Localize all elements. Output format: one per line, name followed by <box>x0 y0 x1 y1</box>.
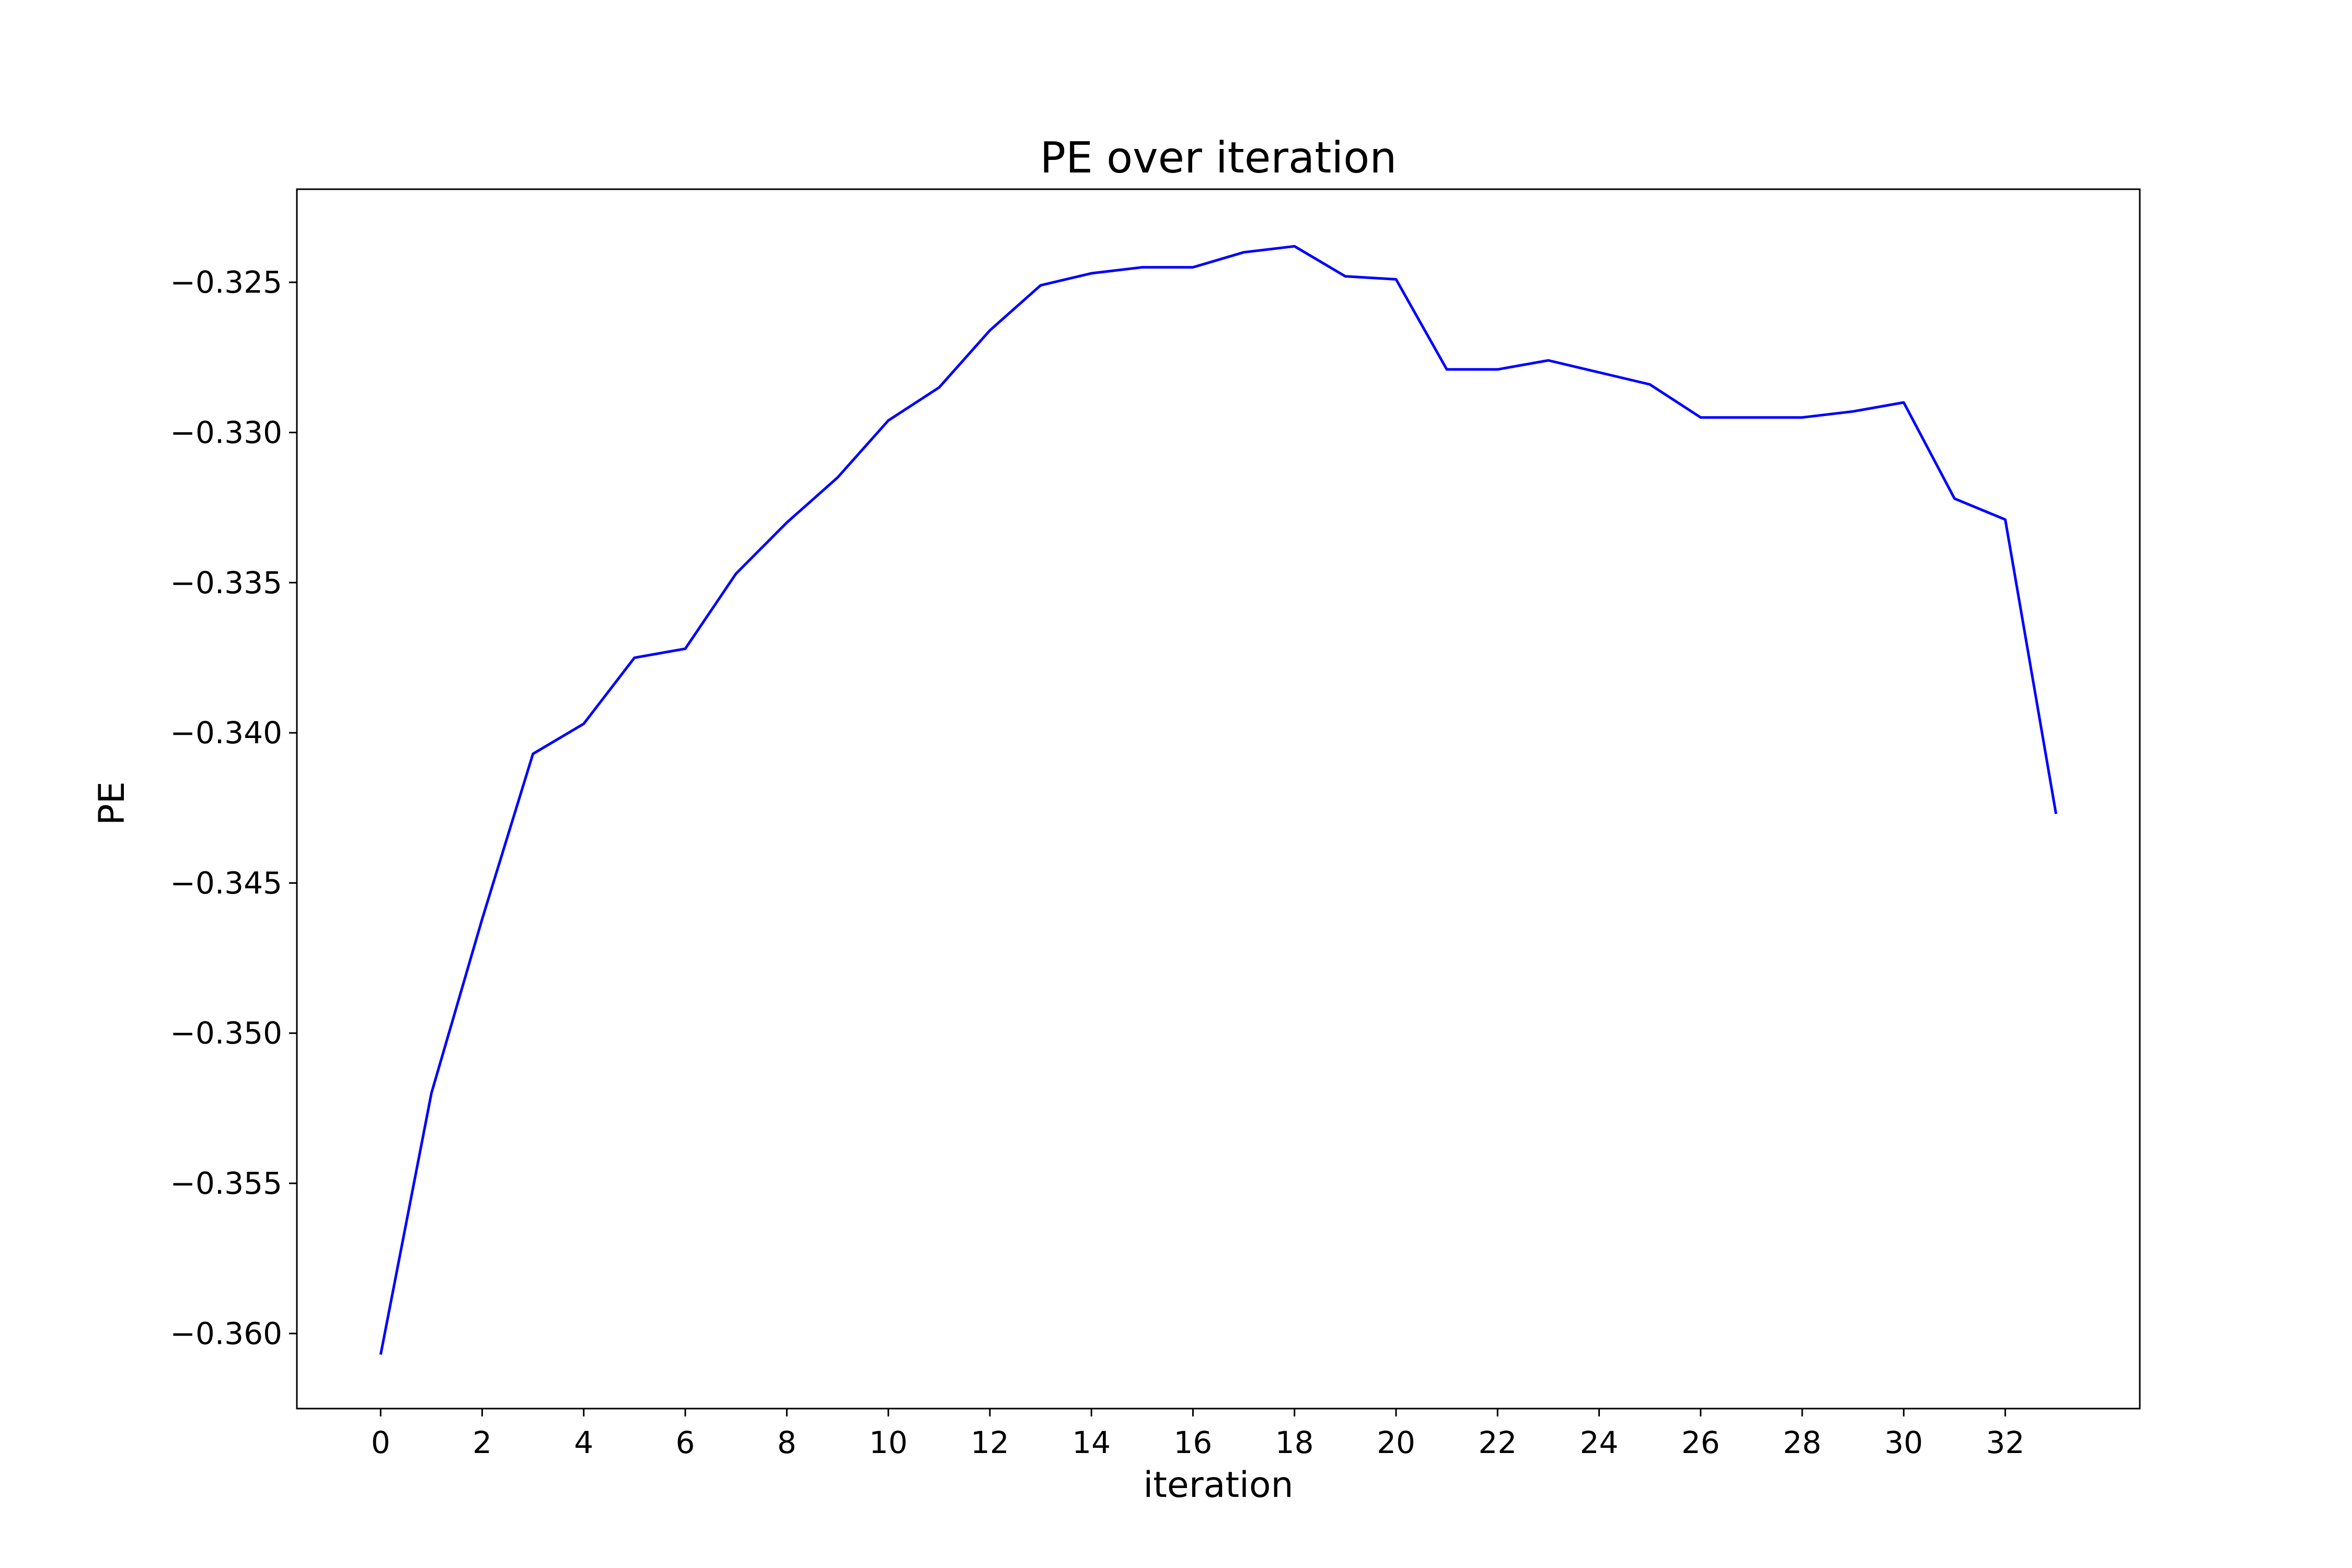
data-point <box>633 656 636 659</box>
x-axis-title: iteration <box>1143 1465 1293 1506</box>
plot-area <box>296 188 2141 1410</box>
x-tick-label: 6 <box>676 1425 695 1460</box>
y-axis: −0.360 −0.355 −0.350 −0.345 −0.340 −0.335 −0.3… <box>170 264 297 1351</box>
y-axis-title: PE <box>91 781 133 825</box>
x-tick-label: 0 <box>371 1425 390 1460</box>
data-point <box>379 1353 382 1356</box>
data-point <box>2055 813 2057 815</box>
data-point <box>1801 416 1804 419</box>
x-tick-label: 20 <box>1377 1425 1415 1460</box>
data-point <box>1699 416 1702 419</box>
data-point <box>1242 251 1245 253</box>
data-point <box>887 419 890 422</box>
y-tick-label: −0.345 <box>170 865 282 901</box>
data-point <box>1750 416 1753 419</box>
data-point <box>684 648 687 650</box>
plot-frame <box>296 188 2141 1410</box>
data-point <box>481 918 483 920</box>
data-point <box>1090 272 1093 274</box>
data-point <box>1953 497 1956 500</box>
x-axis: 0 2 4 6 8 10 12 14 16 18 20 22 24 26 28 30 32 <box>371 1409 2025 1460</box>
x-tick-label: 10 <box>869 1425 908 1460</box>
y-tick-label: −0.355 <box>170 1166 282 1201</box>
data-point <box>1395 278 1398 281</box>
x-tick-label: 2 <box>472 1425 492 1460</box>
data-point <box>1852 410 1854 413</box>
y-tick-label: −0.360 <box>170 1316 282 1351</box>
data-point <box>1344 275 1346 278</box>
data-point <box>430 1092 433 1094</box>
data-point <box>938 386 940 389</box>
x-tick-label: 4 <box>574 1425 593 1460</box>
x-tick-label: 14 <box>1072 1425 1111 1460</box>
x-tick-label: 22 <box>1478 1425 1517 1460</box>
data-point <box>2004 518 2007 521</box>
x-tick-label: 28 <box>1783 1425 1821 1460</box>
x-tick-label: 12 <box>971 1425 1009 1460</box>
data-point <box>1040 284 1042 286</box>
data-point <box>786 521 788 524</box>
data-point <box>1547 359 1550 362</box>
data-point <box>532 753 534 755</box>
x-tick-label: 32 <box>1986 1425 2025 1460</box>
x-tick-label: 30 <box>1884 1425 1923 1460</box>
y-tick-label: −0.325 <box>170 264 282 300</box>
y-tick-label: −0.350 <box>170 1016 282 1051</box>
x-tick-label: 8 <box>777 1425 797 1460</box>
y-tick-label: −0.330 <box>170 414 282 450</box>
series-line <box>379 245 2058 1355</box>
data-point <box>836 476 839 479</box>
chart-title: PE over iteration <box>1040 133 1397 183</box>
y-tick-label: −0.335 <box>170 565 282 601</box>
data-point <box>1903 401 1905 404</box>
data-point <box>1496 368 1499 371</box>
data-point <box>1446 368 1448 371</box>
data-point <box>735 572 737 575</box>
data-point <box>988 329 991 332</box>
x-tick-label: 26 <box>1681 1425 1720 1460</box>
x-tick-label: 18 <box>1275 1425 1314 1460</box>
y-tick-label: −0.340 <box>170 715 282 751</box>
x-tick-label: 24 <box>1580 1425 1619 1460</box>
data-point <box>582 722 585 725</box>
data-point <box>1141 266 1144 269</box>
data-point <box>1192 266 1194 269</box>
data-point <box>1293 245 1296 248</box>
data-point <box>1648 383 1651 386</box>
x-tick-label: 16 <box>1174 1425 1213 1460</box>
data-point <box>1598 371 1600 374</box>
